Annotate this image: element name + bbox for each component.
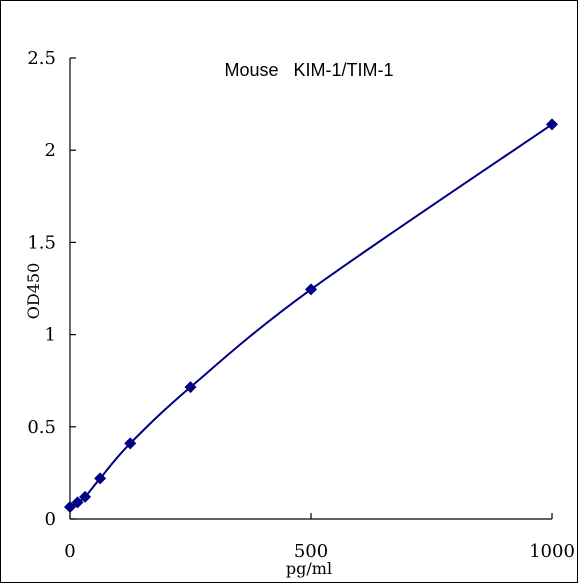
y-axis-title: OD450 <box>24 263 43 319</box>
y-tick-label: 0.5 <box>27 417 56 438</box>
x-tick-label: 0 <box>64 541 75 562</box>
data-point <box>184 381 197 394</box>
y-axis-ticks: 0 0.5 1 1.5 2 2.5 <box>27 48 76 530</box>
x-tick-label: 1000 <box>529 541 575 562</box>
data-point <box>94 472 107 485</box>
data-point <box>64 501 76 514</box>
data-point <box>305 283 317 296</box>
fit-curve <box>69 123 553 508</box>
y-tick-label: 2.5 <box>27 48 56 69</box>
x-tick-label: 500 <box>294 541 328 562</box>
data-point <box>546 118 558 131</box>
y-tick-label: 1 <box>45 325 56 346</box>
data-point <box>71 496 84 509</box>
x-axis-ticks: 0 500 1000 <box>64 513 575 562</box>
y-tick-label: 1.5 <box>27 232 56 253</box>
y-tick-label: 0 <box>45 509 56 530</box>
data-point <box>124 437 137 450</box>
data-points <box>64 118 558 514</box>
chart-title: Mouse KIM-1/TIM-1 <box>224 60 393 80</box>
x-axis-title: pg/ml <box>286 559 332 578</box>
data-point <box>79 490 92 503</box>
y-tick-label: 2 <box>45 140 56 161</box>
